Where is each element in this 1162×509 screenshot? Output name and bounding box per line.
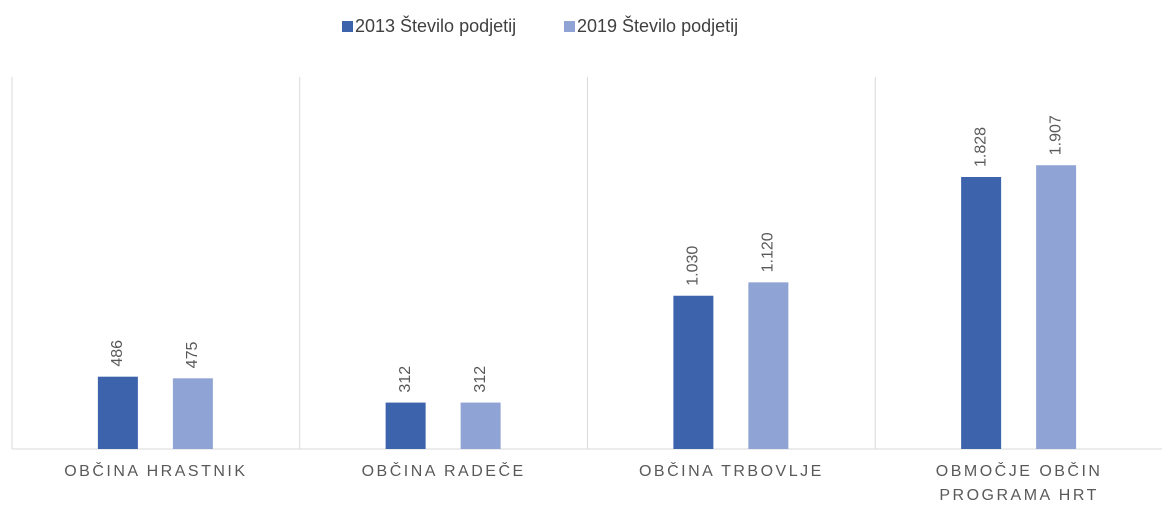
- bar: [1036, 165, 1077, 449]
- bar: [673, 295, 714, 449]
- legend-label: 2013 Število podjetij: [355, 15, 516, 36]
- data-label: 1.907: [1047, 115, 1064, 155]
- bar: [748, 282, 789, 449]
- bar: [172, 378, 213, 449]
- data-label: 1.030: [685, 246, 702, 286]
- data-label: 486: [109, 340, 126, 367]
- x-tick-label: OBČINA HRASTNIK: [64, 463, 248, 480]
- legend-swatch: [342, 21, 353, 32]
- legend-swatch: [564, 21, 575, 32]
- x-tick-label: OBMOČJE OBČIN PROGRAMA HRT: [935, 463, 1103, 504]
- data-label: 475: [184, 342, 201, 369]
- bar: [97, 376, 138, 449]
- x-tick-label: OBČINA RADEČE: [361, 463, 526, 480]
- bar: [460, 402, 501, 449]
- legend-label: 2019 Število podjetij: [577, 15, 738, 36]
- data-label: 312: [472, 366, 489, 393]
- bar: [961, 176, 1002, 450]
- data-label: 312: [397, 366, 414, 393]
- data-label: 1.120: [760, 232, 777, 272]
- bar: [385, 402, 426, 449]
- x-tick-label: OBČINA TRBOVLJE: [638, 463, 824, 480]
- data-label: 1.828: [972, 127, 989, 167]
